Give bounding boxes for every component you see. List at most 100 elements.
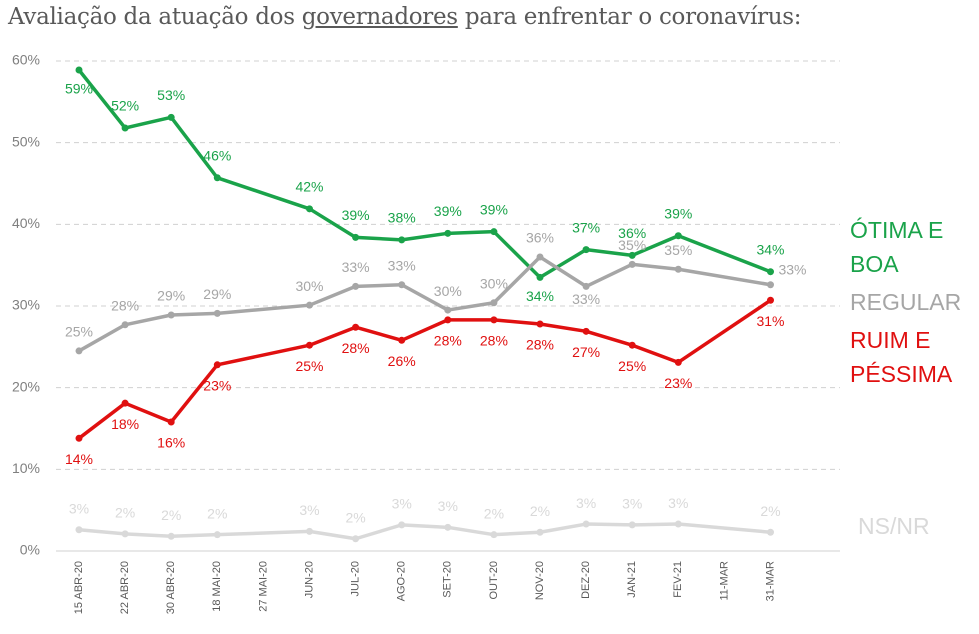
series-line [78,528,218,539]
data-label: 30% [434,283,462,299]
data-point [444,523,452,531]
data-label: 3% [622,496,642,512]
y-tick-label: 40% [12,215,40,231]
data-label: 2% [207,505,227,521]
data-label: 35% [664,242,692,258]
y-tick-label: 20% [12,378,40,394]
series-line [77,363,219,440]
data-point [75,434,83,442]
data-label: 16% [157,435,185,451]
legend-entry: ÓTIMA E BOA [850,217,944,277]
data-point [306,341,313,349]
x-tick-label: 18 MAI-20 [211,561,223,612]
data-point [536,320,544,328]
data-label: 25% [65,324,93,340]
data-point [767,528,774,536]
data-point [398,281,406,289]
data-label: 34% [756,241,784,257]
data-label: 33% [388,257,416,273]
data-point [75,526,83,534]
data-point [167,311,175,319]
y-tick-label: 60% [12,52,40,68]
x-tick-label: FEV-21 [672,561,684,598]
data-label: 3% [69,500,89,516]
data-label: 2% [115,505,135,521]
x-tick-label: DEZ-20 [580,561,592,599]
x-tick-label: AGO-20 [396,561,408,601]
data-point [352,323,360,331]
data-point [121,124,129,132]
x-tick-label: 31-MAR [764,561,776,601]
data-label: 39% [434,203,462,219]
data-point [398,236,406,244]
data-point [167,113,175,121]
data-point [582,327,590,335]
data-point [75,347,83,355]
data-point [536,253,544,261]
data-label: 30% [480,275,508,291]
data-label: 29% [157,288,185,304]
series-line-bridge [677,298,772,364]
data-point [767,281,774,289]
data-label: 39% [480,201,508,217]
data-label: 2% [484,505,504,521]
legend-entry: RUIM E PÉSSIMA [850,327,953,387]
data-point [536,273,544,281]
data-point [398,336,406,344]
data-label: 27% [572,344,600,360]
data-label: 46% [203,147,231,163]
data-point [628,341,636,349]
data-label: 36% [618,225,646,241]
data-label: 23% [664,375,692,391]
data-label: 18% [111,416,139,432]
x-tick-label: OUT-20 [488,561,500,600]
series-line [78,311,218,353]
data-point [121,321,129,329]
series-line-bridge [217,529,310,537]
y-tick-label: 10% [12,460,40,476]
data-label: 42% [295,179,323,195]
data-point [536,528,544,536]
data-label: 2% [345,509,365,525]
data-point [490,531,498,539]
data-label: 3% [576,495,596,511]
data-point [674,520,682,528]
data-point [306,527,313,535]
data-point [306,205,313,213]
data-point [121,530,129,538]
data-label: 3% [668,495,688,511]
data-point [352,282,360,290]
data-point [213,174,221,182]
x-tick-label: JAN-21 [626,561,638,598]
data-point [767,296,774,304]
data-point [75,66,83,74]
data-point [352,233,360,241]
series-line-bridge [678,267,771,287]
series-line [77,68,219,179]
data-label: 2% [760,503,780,519]
chart-title: Avaliação da atuação dos governadores pa… [8,4,801,30]
y-tick-label: 30% [12,297,40,313]
data-label: 30% [295,278,323,294]
x-tick-label: SET-20 [442,561,454,598]
data-label: 2% [530,503,550,519]
data-point [444,229,452,237]
data-point [628,260,636,268]
data-label: 59% [65,81,93,97]
data-point [490,228,498,236]
data-point [121,399,129,407]
data-point [582,246,590,254]
data-label: 37% [572,219,600,235]
data-point [213,531,221,539]
series-line-bridge [217,303,310,316]
data-label: 25% [618,358,646,374]
data-point [306,301,313,309]
data-label: 33% [342,259,370,275]
data-point [490,299,498,307]
data-label: 33% [778,261,806,277]
data-point [628,251,636,259]
data-point [444,316,452,324]
data-label: 53% [157,87,185,103]
data-label: 3% [392,496,412,512]
data-label: 14% [65,451,93,467]
